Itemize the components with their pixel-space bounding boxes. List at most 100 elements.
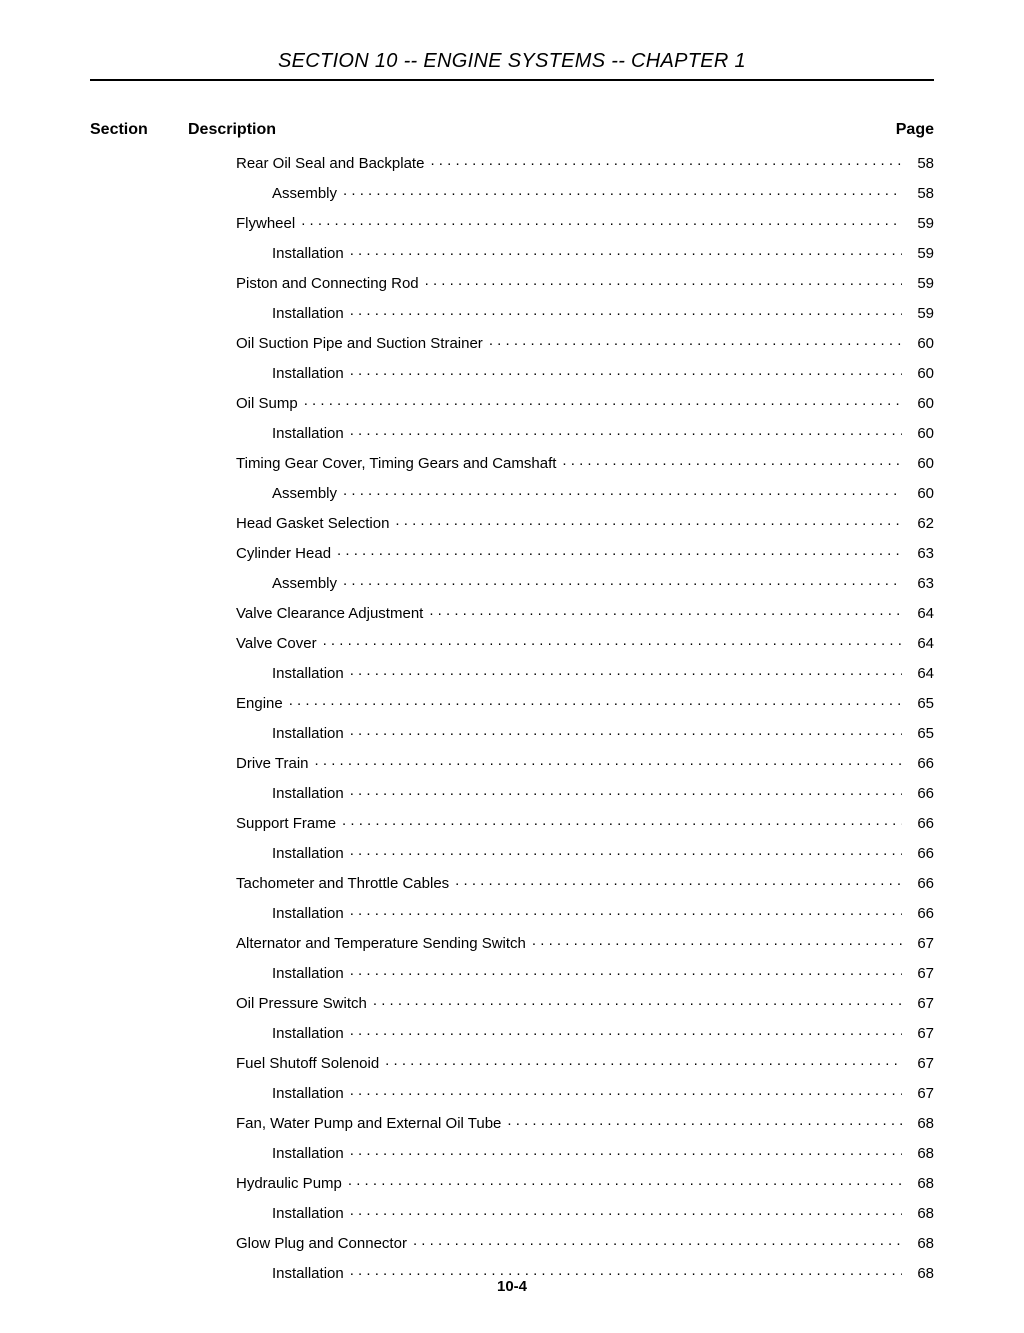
toc-page-number: 65: [908, 726, 934, 741]
toc-leader-dots: [343, 573, 902, 588]
toc-row: Installation59: [188, 243, 934, 261]
toc-row: Piston and Connecting Rod59: [188, 273, 934, 291]
toc-row: Fuel Shutoff Solenoid 67: [188, 1053, 934, 1071]
document-page: SECTION 10 -- ENGINE SYSTEMS -- CHAPTER …: [0, 0, 1024, 1333]
toc-page-number: 67: [908, 966, 934, 981]
toc-title: Rear Oil Seal and Backplate: [236, 156, 424, 171]
toc-leader-dots: [507, 1113, 902, 1128]
toc-title: Tachometer and Throttle Cables: [236, 876, 449, 891]
toc-title: Installation: [272, 306, 344, 321]
toc-columns: Section Description Page Rear Oil Seal a…: [90, 121, 934, 1293]
toc-title: Installation: [272, 1206, 344, 1221]
toc-title: Timing Gear Cover, Timing Gears and Cams…: [236, 456, 556, 471]
toc-title: Glow Plug and Connector: [236, 1236, 407, 1251]
toc-leader-dots: [395, 513, 902, 528]
toc-title: Oil Pressure Switch: [236, 996, 367, 1011]
toc-page-number: 66: [908, 756, 934, 771]
toc-title: Installation: [272, 966, 344, 981]
toc-title: Oil Sump: [236, 396, 298, 411]
toc-page-number: 66: [908, 846, 934, 861]
toc-title: Hydraulic Pump: [236, 1176, 342, 1191]
toc-leader-dots: [337, 543, 902, 558]
toc-leader-dots: [343, 483, 902, 498]
toc-row: Installation67: [188, 1083, 934, 1101]
toc-page-number: 59: [908, 276, 934, 291]
toc-page-number: 67: [908, 1026, 934, 1041]
toc-leader-dots: [350, 783, 902, 798]
toc-title: Installation: [272, 786, 344, 801]
toc-title: Assembly: [272, 186, 337, 201]
toc-page-number: 60: [908, 336, 934, 351]
toc-page-number: 59: [908, 306, 934, 321]
toc-leader-dots: [489, 333, 902, 348]
toc-leader-dots: [350, 1143, 902, 1158]
toc-page-number: 68: [908, 1206, 934, 1221]
toc-leader-dots: [350, 363, 902, 378]
toc-row: Hydraulic Pump68: [188, 1173, 934, 1191]
toc-row: Installation66: [188, 843, 934, 861]
toc-row: Installation 68: [188, 1203, 934, 1221]
toc-leader-dots: [562, 453, 902, 468]
toc-page-number: 59: [908, 246, 934, 261]
column-header-page: Page: [896, 121, 934, 139]
toc-title: Valve Cover: [236, 636, 317, 651]
toc-list: Rear Oil Seal and Backplate 58 Assembly 58 F…: [188, 153, 934, 1281]
toc-title: Installation: [272, 1026, 344, 1041]
page-number: 10-4: [0, 1278, 1024, 1295]
toc-page-number: 67: [908, 936, 934, 951]
toc-page-number: 62: [908, 516, 934, 531]
toc-leader-dots: [342, 813, 902, 828]
toc-leader-dots: [373, 993, 902, 1008]
toc-leader-dots: [304, 393, 902, 408]
toc-page-number: 58: [908, 156, 934, 171]
toc-row: Installation64: [188, 663, 934, 681]
toc-row: Oil Sump 60: [188, 393, 934, 411]
toc-page-number: 68: [908, 1236, 934, 1251]
toc-row: Oil Suction Pipe and Suction Strainer60: [188, 333, 934, 351]
toc-leader-dots: [350, 903, 902, 918]
toc-page-number: 60: [908, 396, 934, 411]
toc-leader-dots: [532, 933, 902, 948]
toc-row: Installation 59: [188, 303, 934, 321]
column-headers-row: Description Page: [188, 121, 934, 139]
toc-leader-dots: [455, 873, 902, 888]
toc-leader-dots: [430, 153, 902, 168]
section-header: SECTION 10 -- ENGINE SYSTEMS -- CHAPTER …: [90, 50, 934, 81]
toc-leader-dots: [343, 183, 902, 198]
toc-title: Drive Train: [236, 756, 309, 771]
toc-page-number: 64: [908, 606, 934, 621]
toc-row: Assembly63: [188, 573, 934, 591]
toc-page-number: 60: [908, 426, 934, 441]
toc-row: Glow Plug and Connector 68: [188, 1233, 934, 1251]
toc-title: Support Frame: [236, 816, 336, 831]
toc-main-column: Description Page Rear Oil Seal and Backp…: [188, 121, 934, 1293]
toc-row: Flywheel59: [188, 213, 934, 231]
toc-leader-dots: [350, 723, 902, 738]
toc-row: Installation66: [188, 783, 934, 801]
toc-page-number: 64: [908, 666, 934, 681]
toc-leader-dots: [315, 753, 902, 768]
toc-leader-dots: [301, 213, 902, 228]
toc-leader-dots: [350, 1263, 902, 1278]
toc-title: Fuel Shutoff Solenoid: [236, 1056, 379, 1071]
toc-page-number: 68: [908, 1116, 934, 1131]
toc-row: Engine65: [188, 693, 934, 711]
toc-page-number: 60: [908, 366, 934, 381]
toc-title: Head Gasket Selection: [236, 516, 389, 531]
toc-title: Fan, Water Pump and External Oil Tube: [236, 1116, 501, 1131]
toc-page-number: 67: [908, 1056, 934, 1071]
toc-leader-dots: [348, 1173, 902, 1188]
column-header-section: Section: [90, 121, 160, 139]
toc-row: Installation60: [188, 423, 934, 441]
toc-title: Installation: [272, 906, 344, 921]
toc-title: Installation: [272, 1086, 344, 1101]
toc-page-number: 63: [908, 576, 934, 591]
toc-row: Tachometer and Throttle Cables66: [188, 873, 934, 891]
toc-title: Flywheel: [236, 216, 295, 231]
toc-page-number: 60: [908, 486, 934, 501]
toc-title: Installation: [272, 366, 344, 381]
toc-row: Rear Oil Seal and Backplate 58: [188, 153, 934, 171]
toc-leader-dots: [425, 273, 902, 288]
toc-title: Cylinder Head: [236, 546, 331, 561]
toc-leader-dots: [350, 843, 902, 858]
